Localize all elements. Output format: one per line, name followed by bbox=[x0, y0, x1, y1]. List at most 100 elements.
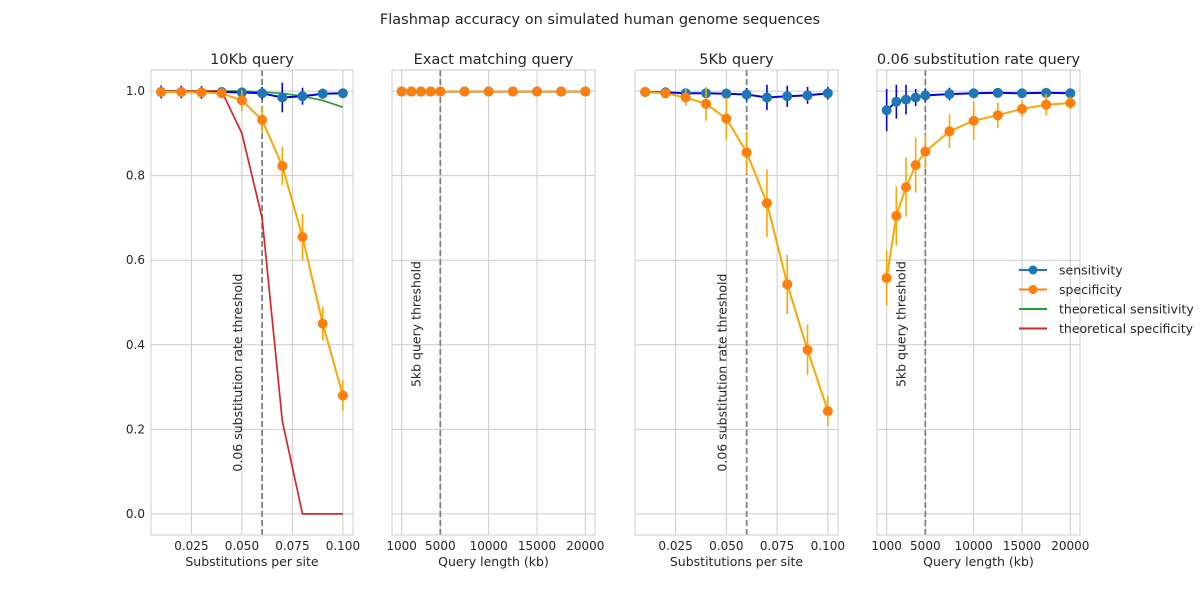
specificity-line bbox=[161, 91, 344, 396]
panel-title: Exact matching query bbox=[414, 52, 574, 68]
series-sensitivity bbox=[881, 84, 1076, 132]
chart-panel-4: 1000 5000 10000 15000 20000 Query length (kb)… bbox=[871, 52, 1089, 569]
specificity-point bbox=[881, 272, 892, 283]
y-tick-label: 0.0 bbox=[126, 507, 145, 521]
x-tick-label: 20000 bbox=[566, 539, 604, 553]
series-specificity bbox=[640, 86, 833, 426]
specificity-point bbox=[507, 86, 518, 97]
specificity-point bbox=[396, 86, 407, 97]
x-tick-label: 5000 bbox=[910, 539, 941, 553]
series-specificity bbox=[396, 86, 591, 97]
sensitivity-point bbox=[317, 88, 328, 99]
x-axis-label: Substitutions per site bbox=[670, 554, 804, 569]
sensitivity-point bbox=[802, 90, 813, 101]
specificity-point bbox=[257, 114, 268, 125]
sensitivity-point bbox=[910, 92, 921, 103]
specificity-point bbox=[701, 98, 712, 109]
series-theoretical-specificity bbox=[161, 90, 343, 515]
y-tick-label: 0.4 bbox=[126, 338, 145, 352]
x-axis-label: Substitutions per site bbox=[185, 554, 319, 569]
x-tick-label: 15000 bbox=[518, 539, 556, 553]
chart-panel-3: 0.025 0.050 0.075 0.100 Substitutions per si… bbox=[634, 52, 845, 569]
specificity-point bbox=[802, 344, 813, 355]
threshold-annotation: 0.06 substitution rate threshold bbox=[230, 274, 245, 472]
specificity-point bbox=[556, 86, 567, 97]
specificity-point bbox=[236, 95, 247, 106]
specificity-point bbox=[822, 406, 833, 417]
specificity-point bbox=[944, 126, 955, 137]
specificity-point bbox=[425, 86, 436, 97]
chart-panels: 0.025 0.050 0.075 0.100 0.0 0.2 0.4 0.6 0.8 1.0 Su… bbox=[126, 52, 1090, 569]
sensitivity-point bbox=[761, 92, 772, 103]
specificity-point bbox=[920, 146, 931, 157]
x-tick-label: 20000 bbox=[1051, 539, 1089, 553]
sensitivity-point bbox=[901, 94, 911, 105]
series-specificity bbox=[156, 86, 348, 411]
sensitivity-point bbox=[337, 88, 348, 99]
x-tick-label: 5000 bbox=[425, 539, 456, 553]
figure-title: Flashmap accuracy on simulated human gen… bbox=[380, 12, 820, 28]
specificity-point bbox=[337, 390, 348, 401]
legend-label: theoretical specificity bbox=[1059, 321, 1194, 336]
sensitivity-point bbox=[1065, 88, 1076, 99]
specificity-point bbox=[992, 110, 1003, 121]
x-axis-label: Query length (kb) bbox=[923, 554, 1034, 569]
sensitivity-point bbox=[881, 105, 892, 116]
specificity-point bbox=[741, 147, 752, 158]
specificity-line bbox=[645, 91, 829, 412]
sensitivity-point bbox=[891, 96, 902, 107]
threshold-annotation: 0.06 substitution rate threshold bbox=[715, 274, 730, 472]
sensitivity-line bbox=[645, 91, 829, 99]
sensitivity-point bbox=[1017, 88, 1027, 99]
plot-area bbox=[635, 70, 838, 535]
specificity-point bbox=[297, 231, 308, 242]
specificity-point bbox=[761, 198, 772, 209]
specificity-point bbox=[317, 318, 328, 329]
specificity-point bbox=[1065, 97, 1076, 108]
chart-panel-1: 0.025 0.050 0.075 0.100 0.0 0.2 0.4 0.6 0.8 1.0 Su… bbox=[126, 52, 360, 569]
specificity-point bbox=[910, 160, 921, 171]
x-tick-label: 0.025 bbox=[658, 539, 692, 553]
threshold-annotation: 5kb query threshold bbox=[408, 261, 423, 387]
threshold-annotation: 5kb query threshold bbox=[893, 261, 908, 387]
chart-panel-2: 1000 5000 10000 15000 20000 Query length (kb)… bbox=[386, 52, 604, 569]
x-axis-label: Query length (kb) bbox=[438, 554, 549, 569]
x-tick-label: 0.075 bbox=[275, 539, 309, 553]
axes-frame bbox=[391, 69, 596, 536]
sensitivity-point bbox=[822, 88, 833, 99]
specificity-point bbox=[156, 86, 167, 97]
specificity-point bbox=[176, 86, 187, 97]
specificity-point bbox=[277, 160, 288, 171]
sensitivity-point bbox=[277, 92, 288, 103]
axes-frame bbox=[876, 69, 1081, 536]
plot-area bbox=[392, 70, 595, 535]
sensitivity-point bbox=[992, 87, 1003, 98]
specificity-point bbox=[483, 86, 494, 97]
x-tick-label: 0.100 bbox=[326, 539, 360, 553]
y-tick-label: 1.0 bbox=[126, 84, 145, 98]
specificity-point bbox=[459, 86, 470, 97]
sensitivity-point bbox=[297, 91, 308, 102]
specificity-point bbox=[721, 113, 732, 124]
x-tick-label: 0.050 bbox=[225, 539, 259, 553]
specificity-point bbox=[660, 88, 671, 99]
legend-item-theoretical-sensitivity: theoretical sensitivity bbox=[1019, 302, 1194, 317]
panel-title: 10Kb query bbox=[210, 52, 294, 68]
specificity-point bbox=[406, 86, 417, 97]
legend-swatch-marker bbox=[1028, 265, 1038, 275]
legend-item-theoretical-specificity: theoretical specificity bbox=[1019, 321, 1194, 336]
theoretical-specificity-line bbox=[161, 90, 343, 515]
legend-label: sensitivity bbox=[1059, 263, 1123, 278]
plot-area bbox=[877, 70, 1080, 535]
x-tick-label: 1000 bbox=[871, 539, 902, 553]
x-tick-label: 0.025 bbox=[174, 539, 208, 553]
sensitivity-point bbox=[968, 88, 979, 99]
panel-title: 5Kb query bbox=[699, 52, 774, 68]
sensitivity-point bbox=[782, 91, 793, 102]
specificity-point bbox=[416, 86, 426, 97]
legend-swatch-marker bbox=[1028, 285, 1038, 294]
sensitivity-point bbox=[1041, 87, 1052, 98]
x-tick-label: 0.050 bbox=[709, 539, 743, 553]
specificity-point bbox=[580, 86, 591, 97]
specificity-point bbox=[435, 86, 446, 97]
